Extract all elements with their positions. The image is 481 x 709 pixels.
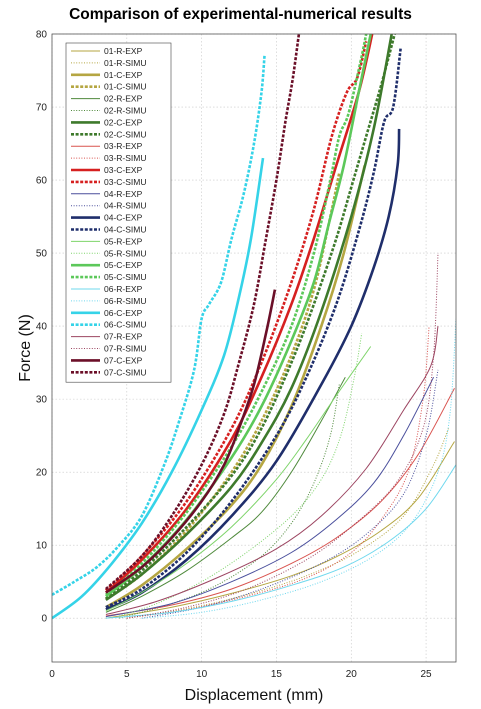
y-tick-label: 50: [36, 249, 48, 260]
series-line-05-c-simu: [105, 34, 368, 596]
legend-label-02-r-simu: 02-R-SIMU: [104, 106, 147, 116]
series-line-05-r-exp: [105, 346, 372, 612]
series-line-04-r-simu: [141, 369, 439, 619]
series-line-03-c-exp: [105, 34, 374, 594]
series-line-06-r-exp: [105, 464, 456, 619]
chart-title: Comparison of experimental-numerical res…: [69, 6, 412, 23]
series-line-01-c-exp: [105, 165, 366, 609]
series-line-07-r-exp: [105, 326, 439, 615]
y-tick-label: 70: [36, 103, 48, 114]
series-line-07-c-simu: [105, 34, 301, 590]
legend-label-03-c-exp: 03-C-EXP: [104, 165, 143, 175]
series-line-03-r-exp: [105, 387, 455, 617]
y-tick-label: 30: [36, 395, 48, 406]
legend-label-02-c-exp: 02-C-EXP: [104, 117, 143, 127]
series-layer: [52, 34, 456, 620]
x-tick-label: 0: [49, 669, 55, 680]
plot-frame: [51, 33, 457, 663]
y-tick-label: 40: [36, 322, 48, 333]
x-tick-label: 5: [124, 669, 130, 680]
legend-label-01-c-simu: 01-C-SIMU: [104, 82, 147, 92]
series-line-04-r-exp: [105, 376, 435, 618]
legend-label-05-r-simu: 05-R-SIMU: [104, 248, 147, 258]
legend-label-02-r-exp: 02-R-EXP: [104, 94, 143, 104]
x-tick-label: 20: [346, 669, 358, 680]
legend-label-06-r-exp: 06-R-EXP: [104, 284, 143, 294]
series-line-02-c-simu: [105, 34, 396, 600]
legend-label-04-r-exp: 04-R-EXP: [104, 189, 143, 199]
series-line-07-c-exp: [105, 289, 277, 594]
series-line-06-r-simu: [141, 318, 456, 619]
y-tick-label: 60: [36, 176, 48, 187]
series-line-02-c-exp: [105, 34, 393, 601]
series-line-04-c-simu: [105, 48, 402, 609]
series-line-06-c-simu: [52, 55, 266, 596]
legend-label-06-c-simu: 06-C-SIMU: [104, 320, 147, 330]
legend-label-05-c-exp: 05-C-EXP: [104, 260, 143, 270]
legend: 01-R-EXP 01-R-SIMU 01-C-EXP 01-C-SIMU 02-R-E…: [65, 42, 172, 383]
y-tick-label: 80: [36, 30, 48, 41]
legend-box: [65, 42, 172, 383]
x-tick-label: 10: [196, 669, 208, 680]
tick-labels: 0 5 10 15 20 25 0 10 20 30 40 50 60 70 80: [36, 30, 432, 681]
legend-label-01-r-simu: 01-R-SIMU: [104, 58, 147, 68]
y-tick-label: 20: [36, 468, 48, 479]
legend-label-01-c-exp: 01-C-EXP: [104, 70, 143, 80]
legend-label-03-r-simu: 03-R-SIMU: [104, 153, 147, 163]
series-line-03-c-simu: [105, 40, 368, 592]
legend-label-02-c-simu: 02-C-SIMU: [104, 129, 147, 139]
x-tick-label: 25: [421, 669, 433, 680]
legend-label-03-r-exp: 03-R-EXP: [104, 141, 143, 151]
y-tick-label: 10: [36, 541, 48, 552]
legend-label-04-r-simu: 04-R-SIMU: [104, 201, 147, 211]
series-line-03-r-simu: [126, 326, 430, 619]
y-axis-title: Force (N): [17, 314, 34, 382]
series-line-02-r-exp: [105, 376, 346, 613]
legend-label-03-c-simu: 03-C-SIMU: [104, 177, 147, 187]
legend-label-06-c-exp: 06-C-EXP: [104, 308, 143, 318]
legend-label-01-r-exp: 01-R-EXP: [104, 46, 143, 56]
series-line-05-r-simu: [119, 333, 363, 617]
series-line-04-c-exp: [105, 128, 401, 611]
x-tick-label: 15: [271, 669, 283, 680]
legend-label-07-r-simu: 07-R-SIMU: [104, 344, 147, 354]
series-line-01-r-simu: [126, 428, 449, 619]
y-tick-label: 0: [41, 614, 47, 625]
legend-label-05-c-simu: 05-C-SIMU: [104, 272, 147, 282]
legend-label-07-c-simu: 07-C-SIMU: [104, 367, 147, 377]
x-axis-title: Displacement (mm): [185, 687, 324, 704]
legend-label-07-c-exp: 07-C-EXP: [104, 355, 143, 365]
legend-label-07-r-exp: 07-R-EXP: [104, 332, 143, 342]
legend-label-04-c-exp: 04-C-EXP: [104, 213, 143, 223]
legend-label-04-c-simu: 04-C-SIMU: [104, 225, 147, 235]
series-line-01-r-exp: [105, 441, 455, 619]
legend-label-06-r-simu: 06-R-SIMU: [104, 296, 147, 306]
series-line-07-r-simu: [126, 253, 439, 619]
legend-label-05-r-exp: 05-R-EXP: [104, 236, 143, 246]
series-line-06-c-exp: [52, 157, 265, 620]
